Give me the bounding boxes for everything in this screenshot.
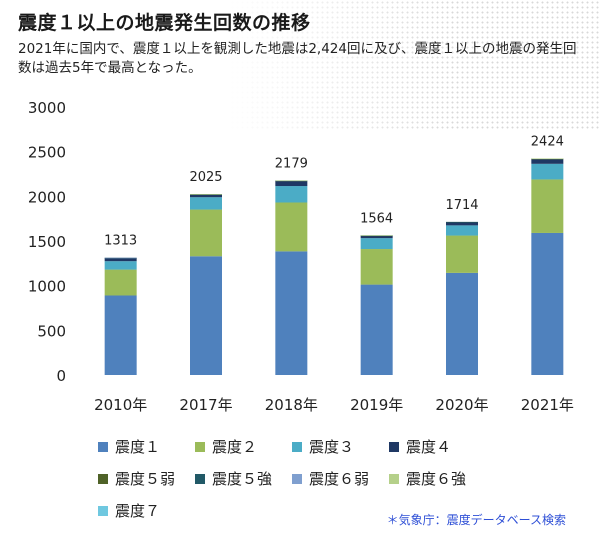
total-label: 1313 bbox=[104, 234, 137, 249]
x-tick-label: 2017年 bbox=[179, 396, 232, 414]
y-tick-label: 500 bbox=[37, 322, 66, 340]
bar-segment-1-4 bbox=[360, 284, 393, 375]
legend-label: 震度４ bbox=[406, 438, 452, 456]
legend-label: 震度６弱 bbox=[309, 470, 370, 488]
bar-segment-2-6 bbox=[531, 179, 564, 233]
bar-segment-1-5 bbox=[446, 272, 478, 375]
legend-item: 震度２ bbox=[195, 436, 292, 457]
legend-swatch bbox=[98, 441, 108, 452]
legend-swatch bbox=[292, 441, 302, 452]
legend-item: 震度６強 bbox=[389, 468, 499, 489]
bar-segment-2-2 bbox=[190, 209, 222, 257]
bar-segment-3-2 bbox=[190, 197, 222, 210]
total-label: 1564 bbox=[360, 211, 393, 226]
bar-segment-4-3 bbox=[275, 181, 308, 187]
legend-swatch bbox=[389, 441, 399, 452]
y-tick-label: 2500 bbox=[28, 144, 66, 162]
bar-segment-2-5 bbox=[446, 235, 478, 273]
legend-swatch bbox=[292, 473, 302, 484]
source-note: ＊気象庁：震度データベース検索 bbox=[386, 513, 566, 527]
total-label: 2424 bbox=[531, 134, 564, 149]
bar-segment-4-6 bbox=[531, 159, 564, 164]
y-tick-label: 1000 bbox=[28, 278, 66, 296]
total-label: 1714 bbox=[445, 198, 478, 213]
legend-item: 震度４ bbox=[389, 436, 499, 457]
legend-label: 震度５強 bbox=[212, 470, 273, 488]
legend-item: 震度１ bbox=[98, 436, 195, 457]
legend-item: 震度７ bbox=[98, 500, 195, 521]
x-tick-label: 2021年 bbox=[521, 396, 574, 414]
bar-segment-1-6 bbox=[531, 232, 564, 375]
legend-item: 震度３ bbox=[292, 436, 389, 457]
y-tick-label: 3000 bbox=[28, 99, 66, 117]
bar-segment-1-1 bbox=[104, 295, 137, 375]
legend-swatch bbox=[389, 473, 399, 484]
chart-legend: 震度１ 震度２ 震度３ 震度４ 震度５弱 震度５強 震度６弱 震度６強震度７ bbox=[98, 436, 578, 521]
legend-label: 震度１ bbox=[115, 438, 161, 456]
legend-item: 震度６弱 bbox=[292, 468, 389, 489]
bar-segment-4-5 bbox=[446, 222, 478, 226]
legend-label: 震度５弱 bbox=[115, 470, 176, 488]
bar-segment-2-3 bbox=[275, 202, 308, 252]
bar-segment-4-1 bbox=[104, 258, 137, 262]
x-tick-label: 2019年 bbox=[350, 396, 403, 414]
bar-segment-6-5 bbox=[446, 221, 478, 223]
legend-label: 震度２ bbox=[212, 438, 258, 456]
total-label: 2179 bbox=[275, 156, 308, 171]
legend-swatch bbox=[195, 473, 205, 484]
x-tick-label: 2010年 bbox=[94, 396, 147, 414]
total-label: 2025 bbox=[189, 170, 222, 185]
bar-segment-4-4 bbox=[360, 235, 393, 239]
legend-label: 震度３ bbox=[309, 438, 355, 456]
legend-item: 震度５強 bbox=[195, 468, 292, 489]
legend-label: 震度７ bbox=[115, 502, 161, 520]
page-title: 震度１以上の地震発生回数の推移 bbox=[18, 12, 311, 34]
page-subtitle: 2021年に国内で、震度１以上を観測した地震は2,424回に及び、震度１以上の地… bbox=[18, 41, 577, 76]
bar-segment-1-2 bbox=[190, 256, 222, 375]
bar-segment-8-2 bbox=[190, 194, 222, 195]
x-tick-label: 2020年 bbox=[435, 396, 488, 414]
legend-item: 震度５弱 bbox=[98, 468, 195, 489]
legend-swatch bbox=[98, 505, 108, 516]
bar-segment-3-5 bbox=[446, 225, 478, 236]
y-tick-label: 1500 bbox=[28, 233, 66, 251]
bar-segment-8-3 bbox=[275, 180, 308, 181]
bar-segment-8-4 bbox=[360, 235, 393, 236]
bar-segment-3-6 bbox=[531, 163, 564, 180]
y-tick-label: 2000 bbox=[28, 188, 66, 206]
x-axis: 2010年 2017年 2018年 2019年 2020年 2021年 bbox=[94, 396, 574, 414]
total-labels: 1313 2025 2179 1564 1714 2424 bbox=[104, 134, 564, 248]
dot-pattern-background bbox=[0, 0, 600, 130]
y-tick-label: 0 bbox=[56, 367, 66, 385]
bar-segment-3-1 bbox=[104, 261, 137, 270]
bar-segment-7-1 bbox=[104, 257, 137, 259]
y-axis: 0 500 1000 1500 2000 2500 3000 bbox=[28, 99, 66, 385]
legend-swatch bbox=[195, 441, 205, 452]
bar-stacks bbox=[104, 158, 564, 375]
bar-segment-2-4 bbox=[360, 249, 393, 285]
bar-segment-3-4 bbox=[360, 238, 393, 250]
bar-segment-1-3 bbox=[275, 251, 308, 375]
bar-segment-8-6 bbox=[531, 158, 564, 160]
bar-segment-2-1 bbox=[104, 269, 137, 296]
stacked-bar-chart: 0 500 1000 1500 2000 2500 3000 1313 2025 2179 156… bbox=[28, 99, 574, 414]
bar-segment-3-3 bbox=[275, 186, 308, 203]
legend-swatch bbox=[98, 473, 108, 484]
legend-label: 震度６強 bbox=[406, 470, 467, 488]
x-tick-label: 2018年 bbox=[265, 396, 318, 414]
bar-segment-4-2 bbox=[190, 194, 222, 198]
